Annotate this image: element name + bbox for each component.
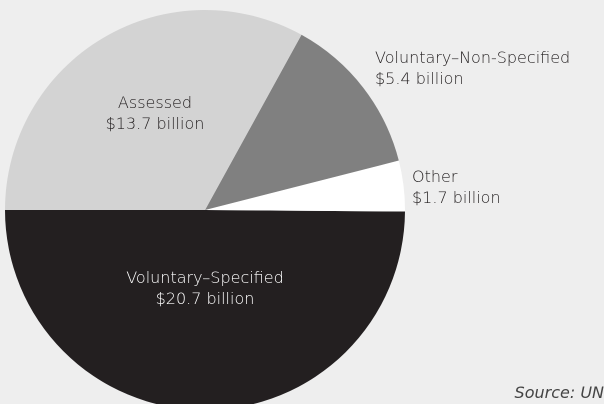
source-note: Source: UN [515, 383, 604, 402]
slice-label: Voluntary–Specified [126, 268, 284, 287]
slice-label: Assessed [118, 93, 192, 112]
pie-slice [5, 9, 302, 211]
slice-label: Voluntary–Non-Specified [375, 48, 570, 67]
slice-value-label: $20.7 billion [156, 289, 255, 308]
slice-value-label: $5.4 billion [375, 69, 464, 88]
pie-slice [5, 210, 405, 404]
pie-slice [205, 34, 399, 211]
slice-value-label: $1.7 billion [412, 188, 501, 207]
pie-slice [205, 160, 405, 212]
slice-label: Other [412, 167, 458, 186]
slice-value-label: $13.7 billion [106, 114, 205, 133]
